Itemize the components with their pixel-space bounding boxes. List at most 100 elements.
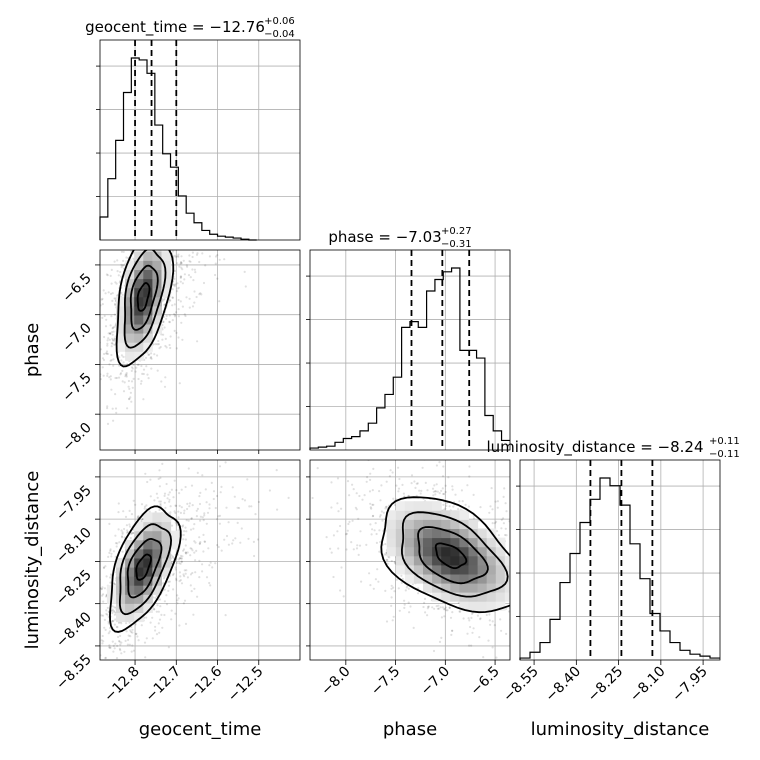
scatter-point [164,344,167,348]
scatter-point [165,482,168,486]
scatter-point [110,669,112,671]
scatter-point [514,602,516,604]
scatter-point [391,471,394,474]
scatter-point [157,343,160,346]
scatter-point [90,614,92,616]
contour-line [417,526,489,585]
scatter-point [168,321,171,324]
scatter-point [227,246,229,248]
scatter-point [236,521,239,525]
scatter-point [435,464,438,467]
density-cell [432,519,442,529]
density-cell [495,592,506,602]
scatter-point [517,596,519,598]
density-cell [459,583,469,593]
scatter-point [370,507,373,510]
scatter-point [148,242,150,244]
density-cell [477,546,488,557]
scatter-point [145,365,148,368]
scatter-point [432,490,435,493]
scatter-point [196,340,199,343]
density-cell [143,296,153,307]
scatter-point [355,508,358,511]
scatter-point [119,270,122,274]
scatter-point [185,552,188,555]
panel-geocent_time-luminosity_distance [90,459,301,671]
scatter-point [177,510,180,513]
scatter-point [189,554,192,557]
scatter-point [128,398,131,401]
scatter-point [491,508,494,511]
scatter-point [208,564,211,567]
scatter-point [159,502,162,505]
scatter-point [534,577,536,579]
scatter-point [188,260,191,263]
scatter-point [184,538,187,541]
scatter-point [107,620,110,623]
scatter-point [193,551,196,554]
scatter-point [161,338,164,341]
density-cell [404,528,415,539]
density-cell [413,501,424,511]
scatter-point [220,549,223,552]
scatter-point [515,516,517,518]
scatter-point [109,359,112,362]
scatter-point [502,522,505,525]
scatter-point [409,605,412,608]
scatter-point [182,524,185,527]
density-cell [450,510,460,520]
scatter-point [172,250,175,253]
scatter-point [172,572,175,575]
scatter-point [180,261,183,264]
scatter-point [113,647,116,650]
scatter-point [214,231,216,233]
scatter-point [112,339,115,342]
scatter-point [107,632,110,635]
scatter-point [527,636,529,638]
scatter-point [624,538,626,540]
scatter-point [179,260,183,264]
scatter-point [202,550,205,553]
scatter-point [536,560,538,562]
scatter-point [216,518,219,521]
scatter-point [330,551,333,554]
scatter-point [529,599,531,601]
scatter-point [205,522,208,525]
scatter-point [125,256,128,259]
scatter-point [427,605,430,608]
scatter-point [163,211,165,213]
scatter-point [142,368,146,371]
scatter-point [108,626,112,630]
scatter-point [190,590,193,593]
scatter-point [153,608,156,611]
scatter-point [459,668,461,670]
scatter-point [241,498,244,501]
scatter-point [208,581,211,585]
scatter-point [169,346,172,350]
scatter-point [370,533,373,536]
scatter-point [97,642,99,644]
scatter-point [139,231,141,233]
scatter-point [410,482,413,485]
scatter-point [112,338,115,341]
scatter-point [111,620,114,623]
scatter-point [115,411,118,414]
scatter-point [127,385,130,388]
scatter-point [116,644,119,648]
scatter-point [162,577,166,580]
scatter-point [181,338,184,341]
y-tick-label: −8.55 [53,651,95,693]
density-cell [413,519,424,529]
density-cell [395,528,406,539]
scatter-point [150,356,153,359]
scatter-point [560,577,562,579]
scatter-point [121,293,124,296]
density-cell [477,528,488,539]
scatter-point [189,573,193,576]
density-cell [459,546,469,557]
density-cell [125,603,135,613]
scatter-point [178,562,181,565]
density-cell [486,574,497,584]
scatter-point [661,578,663,580]
scatter-point [388,475,391,478]
